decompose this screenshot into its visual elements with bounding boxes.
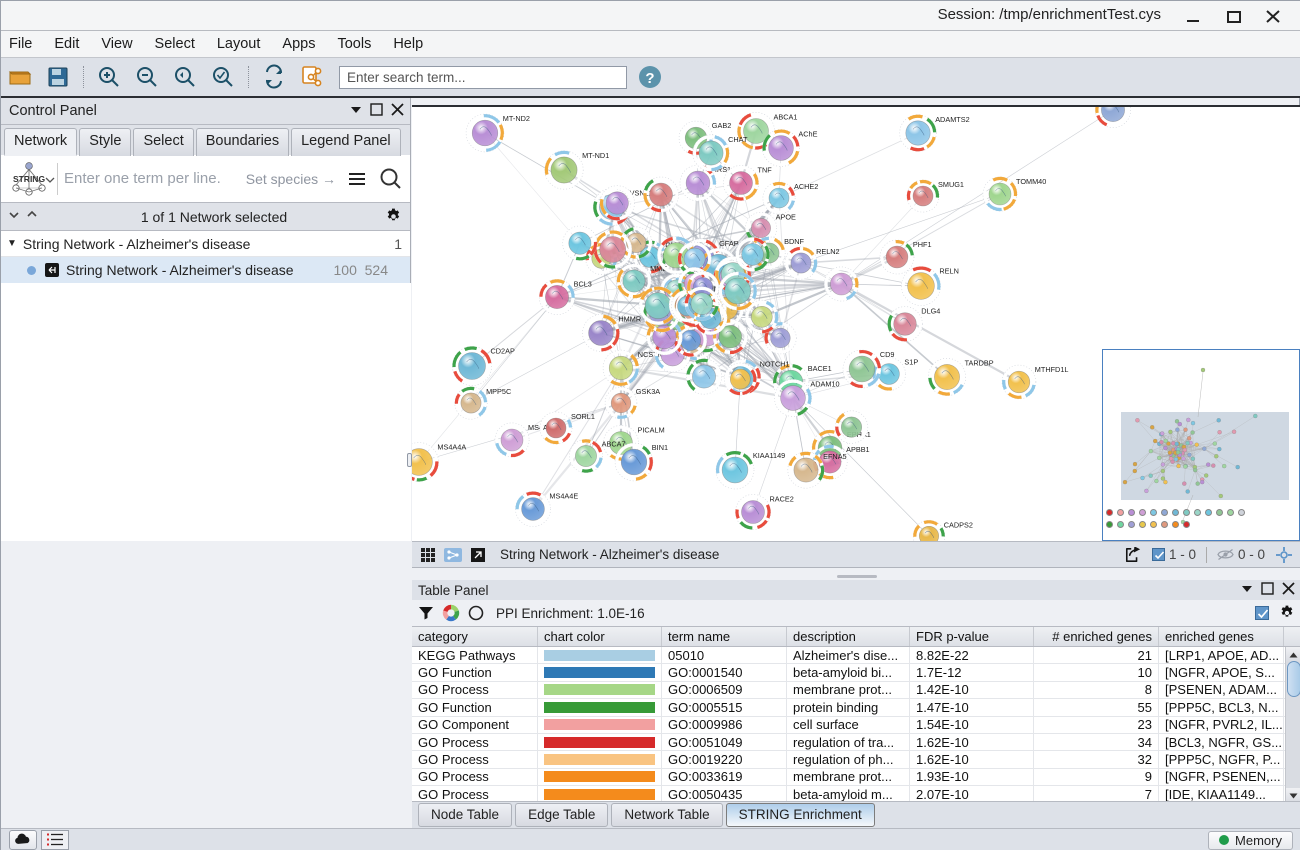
svg-text:ADAMTS2: ADAMTS2 xyxy=(935,115,969,124)
svg-text:APBB1: APBB1 xyxy=(846,445,870,454)
svg-text:MT-ND1: MT-ND1 xyxy=(582,151,609,160)
svg-text:BACE1: BACE1 xyxy=(808,364,832,373)
svg-text:ABCA1: ABCA1 xyxy=(774,113,798,122)
svg-text:RACE2: RACE2 xyxy=(770,495,794,504)
svg-text:ACHE2: ACHE2 xyxy=(794,182,818,191)
svg-text:S1P: S1P xyxy=(904,358,918,367)
svg-text:TOMM40: TOMM40 xyxy=(1016,177,1046,186)
svg-text:DLG4: DLG4 xyxy=(921,307,940,316)
svg-text:STRING: STRING xyxy=(13,174,46,184)
svg-text:GFAP: GFAP xyxy=(719,239,739,248)
svg-text:CADPS2: CADPS2 xyxy=(944,520,973,529)
svg-text:HMMR: HMMR xyxy=(618,315,641,324)
svg-text:RELN: RELN xyxy=(939,267,958,276)
svg-text:MS4A4E: MS4A4E xyxy=(549,492,578,501)
svg-text:?: ? xyxy=(645,70,654,87)
svg-text:CD9: CD9 xyxy=(880,350,895,359)
svg-text:AChE: AChE xyxy=(798,130,817,139)
svg-text:ABCA7: ABCA7 xyxy=(602,439,626,448)
svg-text:MTHFD1L: MTHFD1L xyxy=(1035,365,1069,374)
svg-text:MT-ND2: MT-ND2 xyxy=(503,114,530,123)
svg-text:GAB2: GAB2 xyxy=(712,121,731,130)
svg-text:CHAT: CHAT xyxy=(728,135,748,144)
svg-text:TNF: TNF xyxy=(758,166,773,175)
svg-text:RELN2: RELN2 xyxy=(816,247,840,256)
svg-text:MS4A4A: MS4A4A xyxy=(437,443,466,452)
svg-text:MPP5C: MPP5C xyxy=(486,387,511,396)
svg-text:SMUG1: SMUG1 xyxy=(938,180,964,189)
svg-text:EFNA5: EFNA5 xyxy=(823,452,847,461)
svg-text:TARDBP: TARDBP xyxy=(965,358,994,367)
svg-text:GSK3A: GSK3A xyxy=(636,387,660,396)
svg-text:CD2AP: CD2AP xyxy=(491,347,515,356)
svg-text:BIN1: BIN1 xyxy=(652,443,668,452)
svg-text:NOTCH1: NOTCH1 xyxy=(760,359,790,368)
svg-text:BDNF: BDNF xyxy=(784,237,804,246)
svg-text:PHF1: PHF1 xyxy=(913,240,932,249)
svg-text:SORL1: SORL1 xyxy=(571,412,595,421)
svg-text:KIAA1149: KIAA1149 xyxy=(753,451,785,460)
svg-text:BCL3: BCL3 xyxy=(574,279,592,288)
svg-text:ADAM10: ADAM10 xyxy=(810,380,839,389)
svg-text:PICALM: PICALM xyxy=(638,426,665,435)
svg-text:APOE: APOE xyxy=(776,212,796,221)
